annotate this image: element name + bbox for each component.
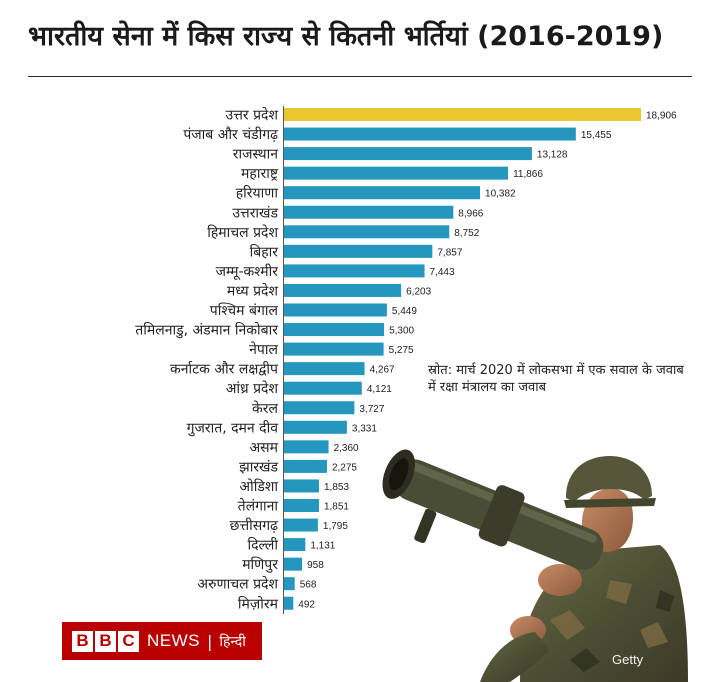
category-label: दिल्ली (248, 537, 279, 554)
category-label: केरल (252, 400, 278, 417)
logo-block-c: C (118, 630, 139, 652)
soldier-photo (382, 449, 688, 682)
category-label: गुजरात, दमन दीव (187, 419, 279, 436)
category-label: कर्नाटक और लक्षद्वीप (170, 361, 279, 378)
value-label: 6,203 (406, 286, 431, 297)
bar (284, 459, 327, 473)
value-label: 5,275 (389, 345, 414, 356)
category-label: हरियाणा (236, 185, 279, 202)
bar (284, 244, 433, 258)
title-divider (28, 76, 692, 77)
value-label: 13,128 (537, 150, 568, 161)
category-label: आंध्र प्रदेश (226, 380, 279, 397)
value-label: 1,795 (323, 521, 348, 532)
bar (284, 127, 576, 141)
category-label: ओडिशा (239, 478, 278, 495)
value-label: 958 (307, 560, 324, 571)
category-label: मिज़ोरम (238, 595, 279, 612)
bar (284, 381, 362, 395)
bar (284, 323, 385, 337)
bar (284, 596, 294, 610)
category-label: महाराष्ट्र (241, 166, 279, 182)
bar (284, 557, 303, 571)
bar (284, 499, 319, 512)
value-label: 5,300 (389, 326, 414, 337)
category-label: मध्य प्रदेश (227, 282, 279, 299)
category-label: उत्तर प्रदेश (226, 107, 279, 124)
bar (284, 108, 641, 121)
category-label: तेलंगाना (238, 498, 279, 515)
bar (284, 401, 355, 415)
value-label: 492 (298, 599, 315, 610)
value-label: 7,857 (437, 247, 462, 258)
category-label: पंजाब और चंडीगढ़ (183, 126, 279, 143)
photo-credit: Getty (612, 652, 644, 667)
bar (284, 147, 532, 161)
category-label: छत्तीसगढ़ (230, 517, 279, 534)
value-label: 3,331 (352, 423, 377, 434)
category-label: पश्चिम बंगाल (210, 302, 279, 319)
value-label: 15,455 (581, 130, 612, 141)
category-label: बिहार (250, 243, 279, 260)
category-label: हिमाचल प्रदेश (207, 224, 278, 241)
logo-block-b1: B (72, 630, 93, 652)
logo-language: हिन्दी (219, 633, 246, 650)
value-label: 2,275 (332, 462, 357, 473)
logo-separator: | (207, 631, 213, 651)
source-note: स्रोत: मार्च 2020 में लोकसभा में एक सवाल… (428, 363, 684, 395)
value-label: 8,966 (458, 208, 483, 219)
bar (284, 225, 450, 239)
bbc-news-hindi-logo: B B C NEWS | हिन्दी (62, 622, 262, 660)
bar (284, 283, 402, 297)
value-label: 4,267 (370, 365, 395, 376)
value-label: 18,906 (646, 111, 677, 122)
page-title: भारतीय सेना में किस राज्य से कितनी भर्ति… (28, 21, 664, 52)
bar (284, 166, 509, 180)
bar (284, 577, 295, 591)
value-label: 11,866 (513, 169, 543, 180)
logo-news-text: NEWS (147, 631, 200, 650)
category-label: तमिलनाडु, अंडमान निकोबार (135, 322, 278, 339)
bar (284, 440, 329, 454)
category-label: उत्तराखंड (232, 205, 278, 221)
bar (284, 479, 319, 493)
value-label: 568 (300, 580, 317, 591)
bar (284, 342, 384, 356)
category-label: राजस्थान (233, 147, 278, 163)
bar (284, 518, 318, 532)
value-label: 4,121 (367, 384, 392, 395)
category-label: झारखंड (239, 459, 278, 475)
value-label: 5,449 (392, 306, 417, 317)
value-label: 1,131 (310, 541, 335, 552)
bar (284, 538, 306, 552)
value-label: 1,853 (324, 482, 349, 493)
bar (284, 362, 365, 376)
bar (284, 303, 387, 317)
value-label: 1,851 (324, 502, 349, 513)
bar (284, 205, 454, 219)
value-label: 8,752 (454, 228, 479, 239)
category-label: अरुणाचल प्रदेश (197, 576, 278, 593)
value-label: 2,360 (334, 443, 359, 454)
bar (284, 186, 481, 200)
category-label: मणिपुर (242, 556, 278, 573)
value-label: 7,443 (430, 267, 455, 278)
category-label: असम (249, 440, 278, 456)
bar (284, 420, 347, 434)
value-label: 10,382 (485, 189, 516, 200)
bar (284, 264, 425, 278)
bar-chart: उत्तर प्रदेश 18,906 पंजाब और चंडीगढ़ 15,455… (135, 106, 677, 614)
value-label: 3,727 (359, 404, 384, 415)
category-label: नेपाल (249, 341, 278, 358)
category-label: जम्मू-कश्मीर (216, 263, 279, 280)
logo-block-b2: B (95, 630, 116, 652)
